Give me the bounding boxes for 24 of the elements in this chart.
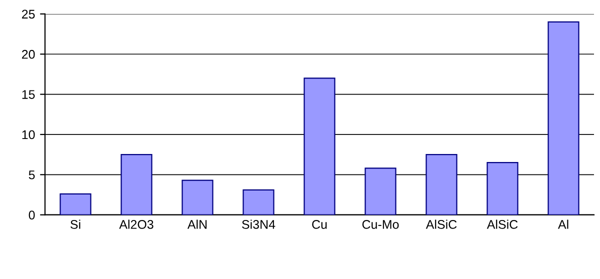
x-tick-label: AlSiC — [426, 220, 457, 229]
x-tick-label: AlN — [187, 220, 207, 229]
x-tick-label: Cu-Mo — [362, 220, 399, 229]
y-tick-label: 0 — [28, 210, 35, 220]
bar — [426, 154, 458, 215]
bar — [364, 168, 396, 215]
y-tick-label: 10 — [22, 130, 35, 140]
x-tick-label: AlSiC — [486, 220, 518, 229]
bar — [182, 180, 214, 215]
y-tick-label: 25 — [22, 10, 35, 19]
bar — [60, 193, 92, 215]
y-tick-label: 20 — [22, 50, 35, 59]
bar — [120, 154, 152, 215]
bar — [486, 162, 518, 215]
bar — [304, 78, 336, 215]
y-tick-label: 15 — [22, 90, 35, 99]
y-tick-label: 5 — [28, 170, 35, 180]
x-tick-label: Al2O3 — [119, 220, 154, 229]
bar — [242, 189, 274, 215]
bar — [548, 21, 580, 215]
x-tick-label: Cu — [312, 220, 327, 229]
x-tick-label: Al — [558, 220, 568, 229]
x-tick-label: Si3N4 — [242, 220, 276, 229]
x-tick-label: Si — [70, 220, 80, 229]
